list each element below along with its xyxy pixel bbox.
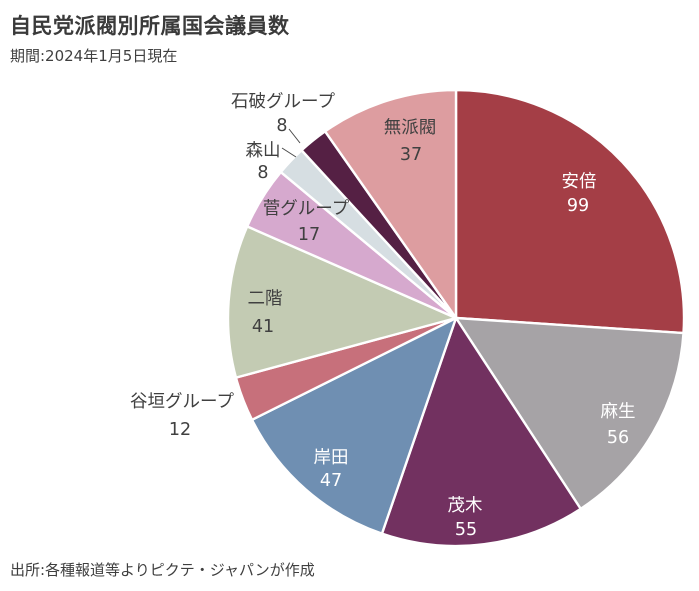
pie-slice-9	[323, 88, 458, 320]
pie-slice-1	[454, 316, 685, 511]
pie-value-9: 37	[400, 145, 422, 165]
pie-slice-2	[380, 316, 582, 548]
pie-slice-0	[454, 88, 686, 335]
pie-value-8: 8	[276, 116, 287, 136]
pie-value-6: 17	[298, 225, 320, 245]
pie-label-6: 菅グループ	[263, 199, 350, 219]
pie-value-2: 55	[455, 520, 477, 540]
pie-label-3: 岸田	[314, 448, 349, 468]
pie-value-3: 47	[320, 471, 342, 491]
pie-value-0: 99	[567, 196, 589, 216]
pie-label-0: 安倍	[562, 172, 597, 192]
pie-value-5: 41	[252, 317, 274, 337]
pie-value-1: 56	[607, 428, 629, 448]
pie-label-4: 谷垣グループ	[130, 392, 234, 412]
chart-title: 自民党派閥別所属国会議員数	[10, 14, 290, 38]
chart-source: 出所:各種報道等よりピクテ・ジャパンが作成	[10, 561, 315, 579]
pie-value-7: 8	[257, 163, 268, 183]
pie-label-9: 無派閥	[384, 118, 437, 138]
pie-value-4: 12	[169, 420, 191, 440]
chart-subtitle: 期間:2024年1月5日現在	[10, 47, 178, 65]
leader-line-1	[288, 128, 301, 144]
pie-label-5: 二階	[248, 289, 283, 309]
pie-slice-5	[226, 225, 458, 379]
pie-label-7: 森山	[246, 141, 281, 161]
pie-label-1: 麻生	[601, 402, 636, 422]
pie-label-2: 茂木	[448, 496, 483, 516]
pie-slice-3	[250, 316, 458, 535]
pie-label-8: 石破グループ	[231, 92, 335, 112]
leader-line-0	[281, 147, 297, 158]
